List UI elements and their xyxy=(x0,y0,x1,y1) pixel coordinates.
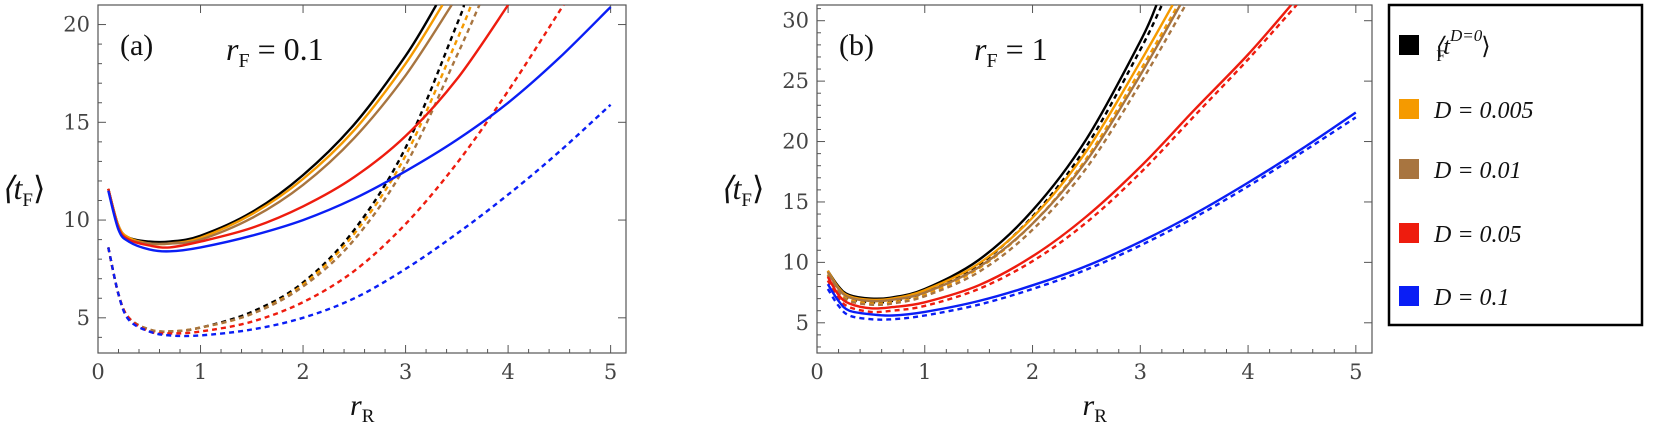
annotation: rF = 0.1 xyxy=(226,31,324,72)
legend: ⟨tD=0 F ⟩ D = 0.005 D = 0.01 D = 0.05 D = 0.1 xyxy=(1387,3,1644,327)
annotation-sub: F xyxy=(986,50,997,72)
series-line-blue-solid xyxy=(826,111,1357,317)
y-tick-label: 10 xyxy=(782,250,809,274)
legend-label: ⟨tD=0 F ⟩ xyxy=(1434,26,1491,65)
y-tick-label: 25 xyxy=(782,69,809,93)
x-axis-label: rR xyxy=(350,389,375,427)
x-axis-label-sub: R xyxy=(362,406,375,427)
x-tick-label: 0 xyxy=(91,360,104,384)
y-axis-label-main: ⟨t xyxy=(1,170,23,206)
legend-swatch-red xyxy=(1399,223,1419,243)
series-line-red-solid xyxy=(826,5,1293,310)
legend-label-sup: D=0 xyxy=(1449,26,1483,45)
annotation: rF = 1 xyxy=(974,31,1048,72)
x-tick-label: 4 xyxy=(1241,360,1254,384)
y-axis-label: ⟨tF⟩ xyxy=(720,170,764,211)
x-axis-label-sub: R xyxy=(1094,406,1107,427)
legend-swatch-orange xyxy=(1399,99,1419,119)
series-line-red-dashed xyxy=(826,5,1298,314)
x-tick-label: 0 xyxy=(810,360,823,384)
series-line-red-dashed xyxy=(107,5,565,335)
legend-frame xyxy=(1387,3,1644,327)
annotation-var: r xyxy=(974,31,987,67)
series-line-brown-dashed xyxy=(826,5,1187,307)
x-tick-label: 2 xyxy=(296,360,309,384)
y-axis-label-close: ⟩ xyxy=(33,170,45,206)
legend-label-main: ⟨t xyxy=(1434,34,1451,60)
legend-swatch-black xyxy=(1399,35,1419,55)
series-group-a xyxy=(107,5,612,338)
y-axis-label-close: ⟩ xyxy=(752,170,764,206)
y-axis-label-sub: F xyxy=(22,190,33,211)
legend-label: D = 0.1 xyxy=(1433,285,1510,311)
annotation-sub: F xyxy=(238,50,249,72)
y-tick-label: 20 xyxy=(63,13,90,37)
x-axis-label-main: r xyxy=(1083,389,1095,422)
legend-label-sub: F xyxy=(1436,48,1445,65)
annotation-var: r xyxy=(226,31,239,67)
y-axis-label-sub: F xyxy=(741,190,752,211)
y-tick-label: 15 xyxy=(63,110,90,134)
y-tick-label: 10 xyxy=(63,208,90,232)
series-line-orange-solid xyxy=(107,5,444,246)
plot-frame-a xyxy=(97,4,627,354)
x-tick-label: 5 xyxy=(1349,360,1362,384)
legend-label: D = 0.01 xyxy=(1433,158,1522,184)
y-tick-label: 20 xyxy=(782,130,809,154)
x-tick-label: 4 xyxy=(501,360,514,384)
annotation-value: = 0.1 xyxy=(250,31,324,67)
y-axis-label: ⟨tF⟩ xyxy=(1,170,45,211)
legend-swatch-blue xyxy=(1399,286,1419,306)
y-tick-label: 5 xyxy=(796,311,809,335)
series-line-brown-solid xyxy=(826,5,1182,303)
legend-label-close: ⟩ xyxy=(1481,34,1490,60)
panel-label: (a) xyxy=(120,29,153,62)
x-tick-label: 3 xyxy=(1134,360,1147,384)
series-line-blue-dashed xyxy=(826,116,1357,321)
annotation-value: = 1 xyxy=(998,31,1048,67)
y-tick-label: 15 xyxy=(782,190,809,214)
x-tick-label: 3 xyxy=(399,360,412,384)
series-line-blue-solid xyxy=(107,6,612,253)
plot-frame-b xyxy=(816,4,1373,354)
legend-label: D = 0.005 xyxy=(1433,98,1534,124)
legend-swatch-brown xyxy=(1399,159,1419,179)
panel-label: (b) xyxy=(839,29,874,62)
series-line-blue-dashed xyxy=(107,103,612,338)
x-tick-label: 5 xyxy=(604,360,617,384)
x-axis-label-main: r xyxy=(350,389,362,422)
y-axis-label-main: ⟨t xyxy=(720,170,742,206)
series-line-red-solid xyxy=(107,5,510,249)
x-tick-label: 1 xyxy=(918,360,931,384)
x-tick-label: 1 xyxy=(194,360,207,384)
series-group-b xyxy=(826,5,1357,321)
legend-label: D = 0.05 xyxy=(1433,222,1522,248)
y-tick-label: 30 xyxy=(782,9,809,33)
x-axis-label: rR xyxy=(1083,389,1108,427)
y-tick-label: 5 xyxy=(77,306,90,330)
x-tick-label: 2 xyxy=(1026,360,1039,384)
